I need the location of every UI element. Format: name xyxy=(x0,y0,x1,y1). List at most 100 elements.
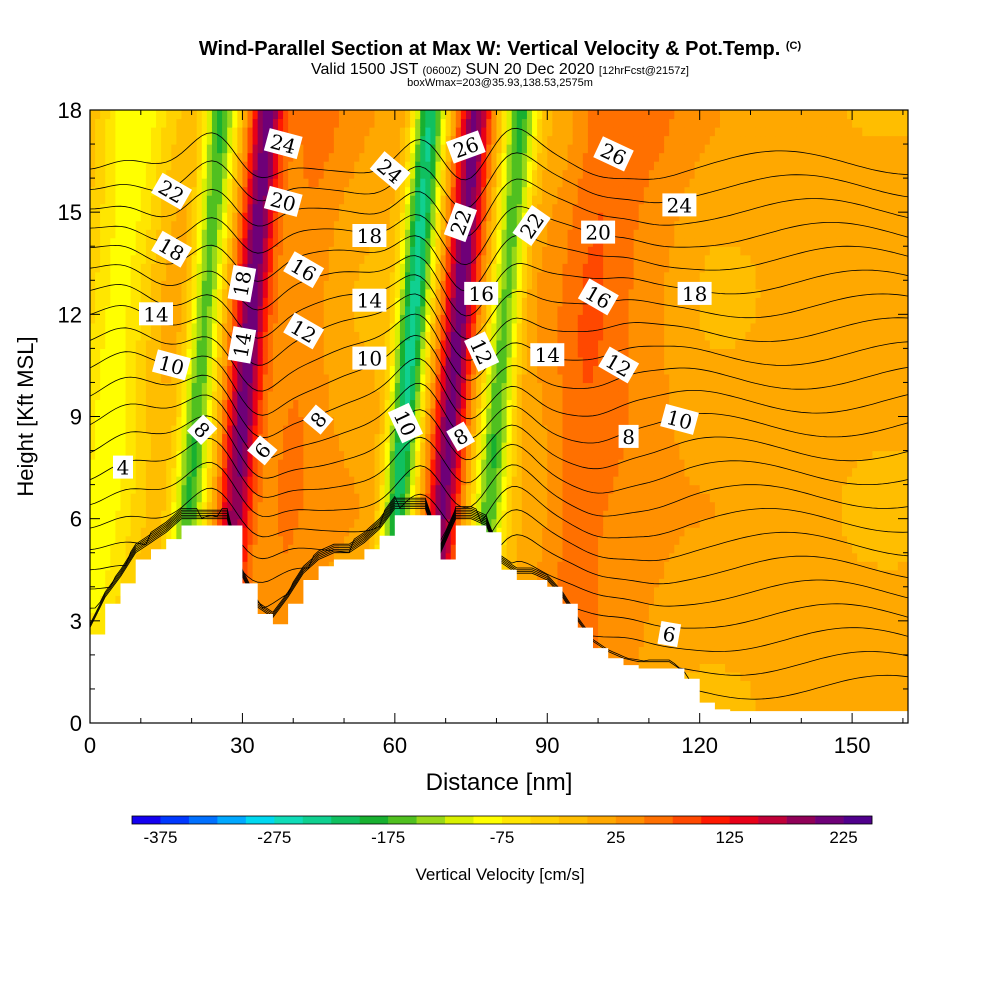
velocity-cell xyxy=(191,297,198,307)
velocity-cell xyxy=(338,518,345,528)
velocity-cell xyxy=(384,144,391,154)
velocity-cell xyxy=(349,459,355,469)
velocity-cell xyxy=(217,254,223,264)
velocity-cell xyxy=(222,186,228,196)
velocity-cell xyxy=(150,382,157,392)
velocity-cell xyxy=(272,229,279,239)
velocity-cell xyxy=(130,280,137,290)
velocity-cell xyxy=(262,195,269,205)
velocity-cell xyxy=(211,356,218,367)
velocity-cell xyxy=(115,263,122,273)
velocity-cell xyxy=(425,339,432,349)
velocity-cell xyxy=(308,510,315,520)
velocity-cell xyxy=(201,476,208,486)
velocity-cell xyxy=(267,476,274,486)
velocity-cell xyxy=(430,407,437,418)
velocity-cell xyxy=(420,476,426,486)
velocity-cell xyxy=(338,493,345,503)
velocity-cell xyxy=(257,586,264,596)
velocity-cell xyxy=(374,450,381,460)
velocity-cell xyxy=(257,237,264,247)
velocity-cell xyxy=(313,356,320,367)
velocity-cell xyxy=(374,195,381,205)
velocity-cell xyxy=(125,246,132,256)
velocity-cell xyxy=(379,527,386,537)
velocity-cell xyxy=(140,467,147,477)
velocity-cell xyxy=(171,314,177,324)
velocity-cell xyxy=(95,220,101,230)
velocity-cell xyxy=(95,552,101,562)
velocity-cell xyxy=(394,493,401,503)
velocity-cell xyxy=(252,484,259,494)
velocity-cell xyxy=(283,169,289,179)
velocity-cell xyxy=(237,407,244,418)
velocity-cell xyxy=(288,382,294,392)
velocity-cell xyxy=(211,348,218,358)
velocity-cell xyxy=(262,229,269,239)
velocity-cell xyxy=(277,254,284,264)
velocity-cell xyxy=(110,416,116,426)
velocity-cell xyxy=(344,433,350,443)
velocity-cell xyxy=(344,365,350,375)
velocity-cell xyxy=(369,373,376,384)
velocity-cell xyxy=(323,169,330,179)
velocity-cell xyxy=(374,399,381,409)
velocity-cell xyxy=(100,450,106,460)
velocity-cell xyxy=(277,425,284,435)
velocity-cell xyxy=(232,407,238,418)
velocity-cell xyxy=(140,118,147,128)
velocity-cell xyxy=(222,314,228,324)
velocity-cell xyxy=(435,442,442,452)
velocity-cell xyxy=(227,229,233,239)
velocity-cell xyxy=(318,305,325,315)
velocity-cell xyxy=(288,399,294,409)
velocity-cell xyxy=(247,178,254,188)
velocity-cell xyxy=(130,578,137,588)
velocity-cell xyxy=(135,510,142,520)
velocity-cell xyxy=(288,127,294,137)
velocity-cell xyxy=(379,501,386,511)
velocity-cell xyxy=(288,348,294,358)
velocity-cell xyxy=(394,365,401,375)
velocity-cell xyxy=(379,382,386,392)
velocity-cell xyxy=(272,484,279,494)
velocity-cell xyxy=(125,348,132,358)
velocity-cell xyxy=(349,288,355,298)
velocity-cell xyxy=(135,425,142,435)
velocity-cell xyxy=(430,356,437,367)
velocity-cell xyxy=(354,493,360,503)
velocity-cell xyxy=(196,263,203,273)
velocity-cell xyxy=(161,254,167,264)
velocity-cell xyxy=(217,467,223,477)
velocity-cell xyxy=(410,246,416,256)
velocity-cell xyxy=(105,544,111,554)
velocity-cell xyxy=(318,476,325,486)
velocity-cell xyxy=(120,135,127,145)
velocity-cell xyxy=(130,237,137,247)
velocity-cell xyxy=(359,450,365,460)
velocity-cell xyxy=(237,203,244,213)
velocity-cell xyxy=(425,237,432,247)
velocity-cell xyxy=(90,425,96,435)
velocity-cell xyxy=(161,373,167,384)
velocity-cell xyxy=(211,433,218,443)
velocity-cell xyxy=(95,288,101,298)
velocity-cell xyxy=(308,161,315,171)
velocity-cell xyxy=(344,263,350,273)
velocity-cell xyxy=(125,561,132,571)
velocity-cell xyxy=(374,459,381,469)
velocity-cell xyxy=(206,433,213,443)
velocity-cell xyxy=(105,152,111,162)
velocity-cell xyxy=(369,246,376,256)
velocity-cell xyxy=(313,280,320,290)
velocity-cell xyxy=(90,365,96,375)
velocity-cell xyxy=(115,152,122,162)
velocity-cell xyxy=(120,578,127,588)
velocity-cell xyxy=(156,110,162,120)
velocity-cell xyxy=(420,416,426,426)
velocity-cell xyxy=(252,569,259,579)
velocity-cell xyxy=(227,407,233,418)
velocity-cell xyxy=(237,297,244,307)
velocity-cell xyxy=(252,527,259,537)
velocity-cell xyxy=(201,348,208,358)
